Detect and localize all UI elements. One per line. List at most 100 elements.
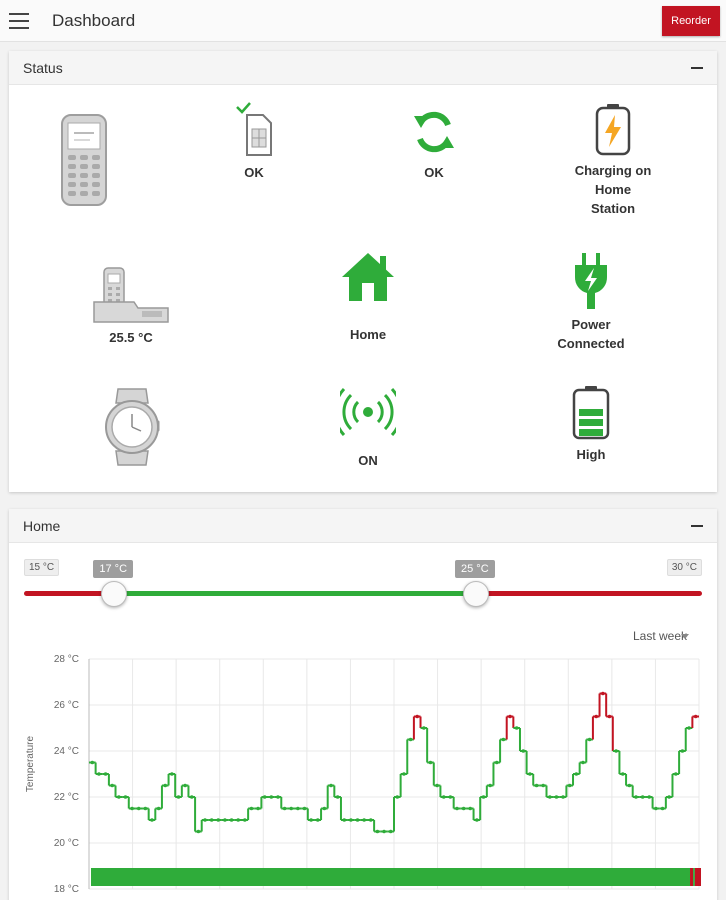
home-icon [342, 253, 394, 301]
data-point [335, 795, 340, 799]
data-point [687, 726, 691, 730]
data-point [607, 714, 612, 719]
y-tick-label: 18 °C [54, 884, 79, 895]
data-point [156, 806, 161, 811]
occupancy-bar-segment [690, 868, 694, 886]
data-point [296, 806, 300, 811]
data-point [117, 795, 121, 799]
data-point [660, 806, 665, 811]
slider-min-label: 15 °C [24, 559, 60, 576]
data-point [103, 772, 108, 776]
status-card: Status OK [9, 51, 717, 492]
data-point [567, 783, 572, 788]
occupancy-bar-segment [91, 868, 691, 886]
signal-status: ON [323, 387, 413, 470]
data-point [422, 726, 426, 730]
data-point [594, 714, 599, 719]
data-point [521, 749, 526, 753]
y-axis-label: Temperature [25, 735, 36, 792]
data-point [130, 806, 134, 811]
data-point [673, 772, 678, 776]
data-point [620, 772, 625, 776]
base-station-icon [93, 267, 169, 323]
data-point [368, 818, 373, 822]
slider-high-value-label: 25 °C [455, 560, 495, 578]
data-point [501, 737, 506, 742]
collapse-home-icon[interactable] [691, 515, 705, 535]
data-point [362, 818, 366, 822]
signal-status-label: ON [358, 453, 378, 468]
data-point [256, 806, 260, 811]
data-point [315, 818, 320, 822]
data-point [382, 829, 386, 834]
data-point [548, 795, 552, 799]
sync-status-label: OK [424, 165, 444, 180]
mobile-phone-icon [61, 114, 107, 206]
data-point [388, 829, 393, 834]
data-point [97, 772, 101, 776]
data-point [123, 795, 128, 799]
base-temperature: 25.5 °C [109, 330, 153, 345]
location-status-label: Home [349, 327, 387, 342]
data-point [680, 749, 685, 753]
battery-icon [572, 386, 610, 440]
period-select[interactable]: Last week [632, 629, 687, 643]
data-point [488, 783, 492, 788]
home-card-header[interactable]: Home [9, 509, 717, 543]
collapse-status-icon[interactable] [691, 57, 705, 77]
data-point [375, 829, 380, 834]
data-point [189, 795, 194, 799]
data-point [236, 818, 240, 822]
data-point [163, 783, 168, 788]
home-card: Home 15 °C 30 °C 17 °C 25 °C Last week 2… [9, 509, 717, 900]
sim-status: OK [219, 99, 289, 182]
data-point [494, 760, 499, 765]
slider-track-below [24, 591, 115, 596]
slider-high-handle[interactable] [463, 581, 489, 607]
data-point [601, 691, 605, 696]
data-point [276, 795, 280, 799]
sim-card-check-icon [236, 102, 272, 156]
sync-status: OK [399, 105, 469, 182]
data-point [349, 818, 353, 822]
data-point [176, 795, 181, 799]
data-point [402, 772, 406, 776]
battery-charging-icon [595, 104, 631, 156]
data-point [461, 806, 466, 811]
slider-track-range [114, 591, 476, 596]
data-point [322, 806, 327, 811]
data-point [203, 818, 207, 822]
home-card-title: Home [23, 518, 61, 534]
data-point [654, 806, 658, 811]
wireless-signal-icon [340, 387, 396, 437]
data-point [415, 714, 420, 719]
slider-low-handle[interactable] [101, 581, 128, 607]
dropdown-arrow-icon[interactable] [681, 634, 689, 639]
data-point [269, 795, 274, 799]
temperature-range-slider[interactable]: 15 °C 30 °C 17 °C 25 °C [9, 543, 717, 633]
data-point [408, 737, 413, 742]
data-point [441, 795, 446, 799]
watch-icon [105, 388, 160, 466]
data-point [289, 806, 294, 811]
data-point [216, 818, 221, 822]
y-tick-label: 28 °C [54, 654, 79, 665]
watch-device [97, 387, 167, 467]
reorder-button[interactable]: Reorder [662, 6, 720, 36]
charging-status: Charging on Home Station [563, 103, 663, 218]
data-point [309, 818, 313, 822]
base-station: 25.5 °C [91, 266, 171, 347]
y-tick-label: 22 °C [54, 792, 79, 803]
menu-icon[interactable] [9, 13, 29, 29]
data-point [90, 760, 95, 765]
data-point [150, 818, 154, 822]
battery-segment [579, 419, 603, 426]
data-point [481, 795, 486, 799]
data-point [667, 795, 671, 799]
data-point [229, 818, 234, 822]
battery-segment [579, 429, 603, 436]
data-point [395, 795, 400, 799]
data-point [475, 818, 479, 822]
status-card-header[interactable]: Status [9, 51, 717, 85]
power-status-label: Power Connected [557, 317, 625, 351]
